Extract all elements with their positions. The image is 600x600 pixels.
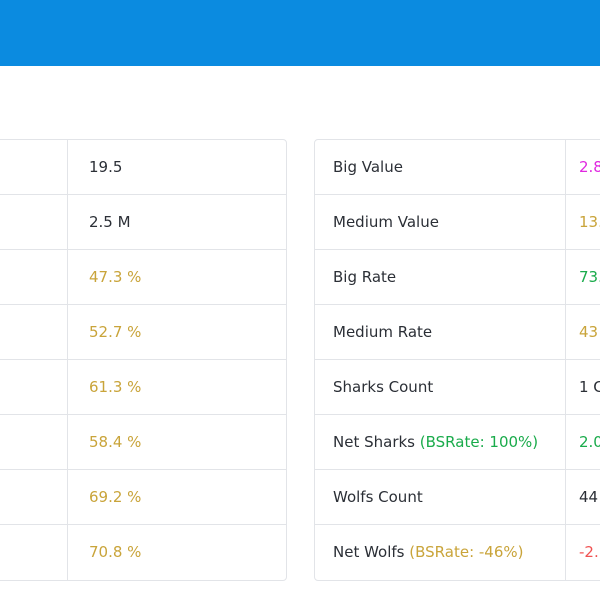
right-stats-table: Big Value 2.8 Medium Value 13.5 Big Rate… (314, 139, 600, 581)
table-row: Net Sharks (BSRate: 100%) 2.0 (315, 415, 600, 470)
table-row: Medium Value 13.5 (315, 195, 600, 250)
stat-label: Medium Rate (333, 323, 433, 341)
stat-value: 19.5 (89, 158, 123, 176)
table-row: Medium Rate 43 (315, 305, 600, 360)
table-row: Big Value 2.8 (315, 140, 600, 195)
stat-value: -2. (579, 543, 599, 561)
stat-label: Net Sharks (333, 433, 415, 451)
stat-label: Net Wolfs (333, 543, 405, 561)
table-row: Big Rate 73. (315, 250, 600, 305)
table-row: Sharks Count 1 C (315, 360, 600, 415)
stat-value: 1 C (579, 378, 600, 396)
stat-value: 61.3 % (89, 378, 142, 396)
stat-label: Wolfs Count (333, 488, 423, 506)
stat-value: 13.5 (579, 213, 600, 231)
stat-value: 47.3 % (89, 268, 142, 286)
stat-label: Sharks Count (333, 378, 434, 396)
right-table-divider (565, 140, 566, 580)
stat-value: 2.0 (579, 433, 600, 451)
bsrate-badge: (BSRate: -46%) (409, 543, 524, 561)
stat-value: 2.8 (579, 158, 600, 176)
stat-value: 43 (579, 323, 599, 341)
stat-label: Big Value (333, 158, 403, 176)
stat-label: Big Rate (333, 268, 397, 286)
top-header-bar (0, 0, 600, 66)
table-row: 69.2 % (0, 470, 286, 525)
stat-value: 58.4 % (89, 433, 142, 451)
stat-label-with-badge: Net Wolfs (BSRate: -46%) (333, 525, 524, 580)
stat-value: 70.8 % (89, 543, 142, 561)
table-row: 19.5 (0, 140, 286, 195)
stat-value: 52.7 % (89, 323, 142, 341)
table-row: 52.7 % (0, 305, 286, 360)
table-row: 61.3 % (0, 360, 286, 415)
table-row: 2.5 M (0, 195, 286, 250)
table-row: Net Wolfs (BSRate: -46%) -2. (315, 525, 600, 580)
stat-value: 44 (579, 488, 599, 506)
bsrate-badge: (BSRate: 100%) (419, 433, 539, 451)
stat-label-with-badge: Net Sharks (BSRate: 100%) (333, 415, 538, 470)
stat-label: Medium Value (333, 213, 439, 231)
stat-value: 69.2 % (89, 488, 142, 506)
table-row: 58.4 % (0, 415, 286, 470)
table-row: 70.8 % (0, 525, 286, 580)
stat-value: 73. (579, 268, 600, 286)
table-row: Wolfs Count 44 (315, 470, 600, 525)
table-row: 47.3 % (0, 250, 286, 305)
left-table-divider (67, 140, 68, 580)
stat-value: 2.5 M (89, 213, 131, 231)
left-stats-table: 19.5 2.5 M 47.3 % 52.7 % 61.3 % 58.4 % 6… (0, 139, 287, 581)
